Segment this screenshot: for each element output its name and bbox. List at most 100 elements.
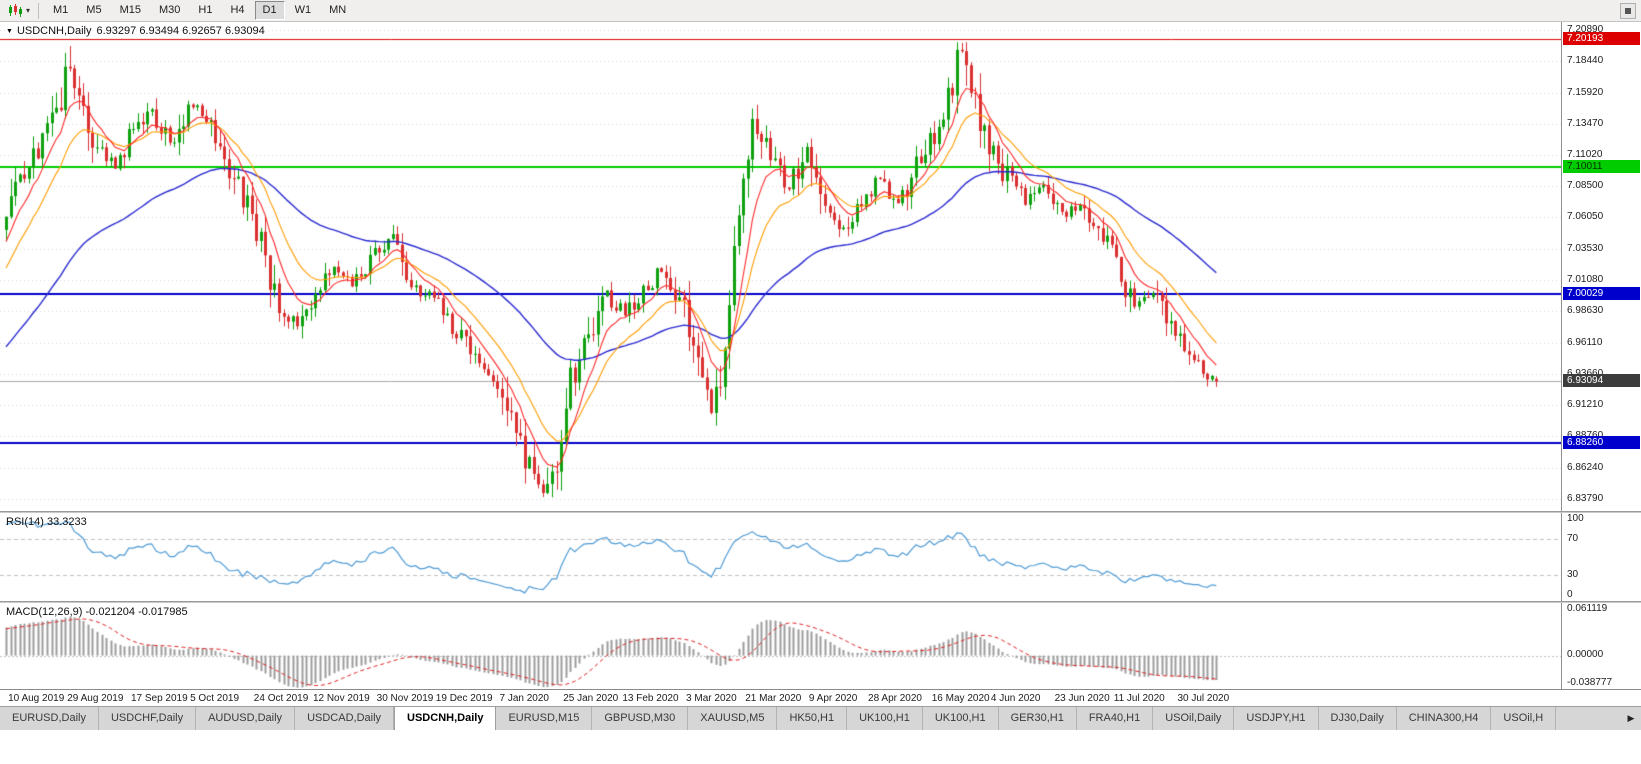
macd-scale-min: -0.038777	[1567, 677, 1613, 688]
hline-price-label: 6.88260	[1563, 435, 1640, 449]
rsi-label: RSI(14)	[6, 516, 44, 528]
chart-tab-eurusd-m15[interactable]: EURUSD,M15	[496, 707, 593, 730]
hline-price-label: 7.10011	[1563, 160, 1640, 174]
timeframe-toolbar: ▾ M1 M5 M15 M30 H1 H4 D1 W1 MN	[0, 0, 1641, 22]
rsi-pane: RSI(14) 33.3233 100 70 30 0	[0, 513, 1641, 601]
rsi-plot: RSI(14) 33.3233	[0, 513, 1562, 601]
current-price-label: 6.93094	[1563, 374, 1640, 388]
date-label: 25 Jan 2020	[563, 693, 619, 704]
chart-tab-eurusd-daily[interactable]: EURUSD,Daily	[0, 707, 99, 730]
chart-tab-usoil-h[interactable]: USOil,H	[1491, 707, 1557, 730]
macd-scale-max: 0.061119	[1567, 603, 1608, 614]
hline-price-label: 7.00029	[1563, 286, 1640, 300]
price-scale-tick: 7.01080	[1567, 274, 1604, 286]
chart-type-dropdown-arrow[interactable]: ▾	[26, 6, 31, 15]
chart-tab-fra40-h1[interactable]: FRA40,H1	[1077, 707, 1154, 730]
date-label: 13 Feb 2020	[622, 693, 679, 704]
price-chart-canvas[interactable]	[0, 22, 1561, 511]
pane-splitter[interactable]	[0, 601, 1641, 603]
rsi-scale[interactable]: 100 70 30 0	[1563, 513, 1641, 601]
macd-scale[interactable]: 0.061119 0.00000 -0.038777	[1563, 603, 1641, 689]
price-scale[interactable]: 7.20890 7.18440 7.15920 7.13470 7.11020 7.085…	[1563, 22, 1641, 511]
toolbar-more-button[interactable]	[1620, 2, 1636, 19]
toolbar-more-icon	[1625, 7, 1631, 14]
timeframe-button-m1[interactable]: M1	[53, 4, 69, 16]
timeframe-button-m30[interactable]: M30	[158, 4, 181, 16]
timeframe-button-h4[interactable]: H4	[230, 4, 245, 16]
price-scale-tick: 6.91210	[1567, 399, 1604, 411]
date-label: 28 Apr 2020	[868, 693, 922, 704]
chart-tab-uk100-h1[interactable]: UK100,H1	[847, 707, 923, 730]
rsi-scale-tick: 0	[1567, 589, 1573, 600]
candlestick-chart-icon	[9, 3, 22, 17]
date-label: 29 Aug 2019	[67, 693, 124, 704]
chart-tab-china300-h4[interactable]: CHINA300,H4	[1397, 707, 1492, 730]
date-label: 19 Dec 2019	[435, 693, 493, 704]
rsi-value: 33.3233	[46, 516, 87, 528]
tab-scroll-right-button[interactable]: ▶	[1623, 707, 1639, 730]
macd-scale-zero: 0.00000	[1567, 648, 1604, 660]
chart-tab-audusd-daily[interactable]: AUDUSD,Daily	[196, 707, 296, 730]
rsi-canvas[interactable]	[0, 513, 1561, 601]
chart-type-button[interactable]	[5, 3, 25, 19]
date-label: 23 Jun 2020	[1054, 693, 1110, 704]
date-label: 3 Mar 2020	[686, 693, 737, 704]
date-label: 5 Oct 2019	[190, 693, 240, 704]
chart-tab-ger30-h1[interactable]: GER30,H1	[999, 707, 1077, 730]
timeframe-button-mn[interactable]: MN	[329, 4, 347, 16]
date-label: 17 Sep 2019	[130, 693, 188, 704]
chart-tab-usoil-daily[interactable]: USOil,Daily	[1153, 707, 1235, 730]
price-scale-tick: 7.20890	[1567, 23, 1604, 35]
chart-tab-usdchf-daily[interactable]: USDCHF,Daily	[99, 707, 197, 730]
timeframe-button-m15[interactable]: M15	[119, 4, 141, 16]
chart-tab-usdcnh-daily[interactable]: USDCNH,Daily	[394, 707, 497, 730]
chart-tab-uk100-h1[interactable]: UK100,H1	[923, 707, 999, 730]
pane-splitter[interactable]	[0, 511, 1641, 513]
price-scale-tick: 6.96110	[1567, 337, 1603, 349]
date-label: 30 Nov 2019	[376, 693, 434, 704]
time-axis[interactable]: 10 Aug 2019 29 Aug 2019 17 Sep 2019 5 Oct 2…	[0, 689, 1641, 706]
macd-title: MACD(12,26,9) -0.021204 -0.017985	[6, 606, 188, 618]
date-label: 7 Jan 2020	[499, 693, 550, 704]
price-scale-tick: 6.83790	[1567, 493, 1604, 505]
chart-tabs-bar: EURUSD,Daily USDCHF,Daily AUDUSD,Daily USDC…	[0, 706, 1641, 730]
date-label: 30 Jul 2020	[1177, 693, 1230, 704]
chart-tab-gbpusd-m30[interactable]: GBPUSD,M30	[592, 707, 689, 730]
chart-title: ▼ USDCNH,Daily 6.93297 6.93494 6.92657 6.9…	[6, 25, 265, 37]
date-label: 10 Aug 2019	[8, 693, 65, 704]
chart-tab-xauusd-m5[interactable]: XAUUSD,M5	[688, 707, 778, 730]
date-label: 11 Jul 2020	[1113, 693, 1165, 704]
price-scale-tick: 7.06050	[1567, 211, 1604, 223]
date-label: 9 Apr 2020	[808, 693, 858, 704]
hline-price-label: 7.20193	[1563, 31, 1640, 45]
macd-canvas[interactable]	[0, 603, 1561, 689]
toolbar-separator	[38, 2, 40, 19]
chart-symbol-label: USDCNH,Daily	[16, 25, 92, 37]
price-scale-tick: 7.08500	[1567, 180, 1604, 192]
chart-tab-usdcad-daily[interactable]: USDCAD,Daily	[295, 707, 395, 730]
chart-menu-arrow-icon[interactable]: ▼	[6, 28, 13, 35]
date-label: 12 Nov 2019	[312, 693, 370, 704]
macd-label: MACD(12,26,9)	[6, 606, 83, 618]
timeframe-button-w1[interactable]: W1	[294, 4, 312, 16]
price-scale-tick: 7.18440	[1567, 54, 1604, 66]
chart-window: ▼ USDCNH,Daily 6.93297 6.93494 6.92657 6.9…	[0, 22, 1641, 706]
timeframe-button-h1[interactable]: H1	[198, 4, 213, 16]
date-label: 4 Jun 2020	[990, 693, 1041, 704]
price-scale-tick: 6.86240	[1567, 462, 1604, 474]
rsi-scale-tick: 70	[1567, 533, 1579, 545]
chart-tab-dj30-daily[interactable]: DJ30,Daily	[1319, 707, 1397, 730]
price-scale-tick: 7.03530	[1567, 243, 1604, 255]
macd-values: -0.021204 -0.017985	[85, 606, 188, 618]
bottom-spacer	[0, 730, 1641, 764]
date-label: 21 Mar 2020	[745, 693, 802, 704]
price-scale-tick: 6.93660	[1567, 369, 1603, 379]
timeframe-button-m5[interactable]: M5	[86, 4, 102, 16]
chart-tab-usdjpy-h1[interactable]: USDJPY,H1	[1234, 707, 1319, 730]
timeframe-button-d1[interactable]: D1	[254, 1, 285, 20]
rsi-scale-tick: 100	[1567, 513, 1584, 524]
macd-pane: MACD(12,26,9) -0.021204 -0.017985 0.0611…	[0, 603, 1641, 689]
chart-tab-hk50-h1[interactable]: HK50,H1	[777, 707, 848, 730]
rsi-scale-tick: 30	[1567, 568, 1579, 580]
